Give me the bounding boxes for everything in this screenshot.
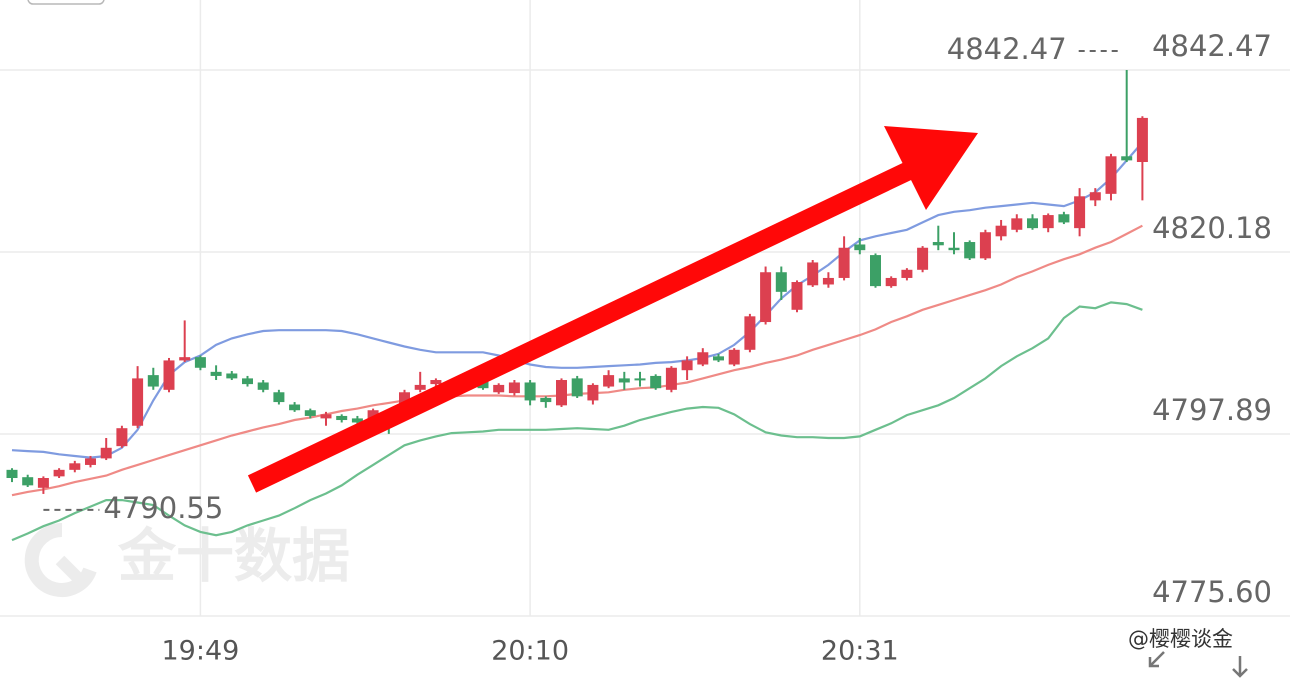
candle-body [1027, 218, 1038, 229]
candle-body [132, 378, 144, 426]
candle-body [618, 378, 630, 383]
candle-body [273, 392, 285, 403]
candle-body [53, 469, 65, 477]
candle-body [807, 262, 819, 286]
candle-body [948, 247, 960, 251]
candle-body [917, 247, 929, 270]
candle-body [147, 375, 159, 387]
candle-body [838, 247, 850, 278]
candle-body [760, 272, 772, 323]
candle-body [226, 373, 238, 379]
collapse-icon[interactable] [1148, 651, 1165, 668]
candle-body [728, 349, 740, 365]
candle-body [1121, 156, 1133, 161]
candle-body [540, 397, 552, 403]
candle-body [713, 356, 724, 361]
candle-body [603, 375, 615, 387]
watermark: 金十数据 [118, 522, 350, 590]
candle-body [493, 384, 505, 393]
trend-arrow [247, 126, 978, 493]
candle-body [587, 384, 599, 401]
candle-body [634, 378, 646, 381]
candle-body [650, 375, 662, 389]
candle-body [242, 378, 253, 385]
candles [6, 69, 1148, 494]
band-line [11, 141, 1144, 459]
candle-body [210, 371, 222, 376]
candle-body [1074, 196, 1086, 229]
candle-body [791, 282, 803, 310]
candle-body [822, 277, 834, 285]
candle-body [1058, 214, 1070, 223]
candle-body [1011, 218, 1023, 230]
candle-body [665, 367, 677, 390]
x-tick-label: 20:31 [821, 636, 899, 667]
candle-body [85, 458, 96, 465]
candle-body [1105, 156, 1117, 194]
candle-body [870, 255, 881, 287]
candle-body [163, 360, 175, 390]
candle-body [979, 232, 991, 259]
band-line [11, 301, 1143, 542]
candle-body [964, 242, 976, 259]
candle-body [179, 357, 191, 361]
candle-body [1136, 117, 1148, 163]
candle-body [1042, 215, 1054, 229]
candle-body [289, 404, 301, 411]
candle-body [37, 478, 49, 488]
candle-body [556, 380, 567, 406]
candle-body [320, 414, 332, 419]
y-tick-label: 4820.18 [1152, 211, 1272, 245]
candle-body [430, 380, 442, 385]
credit: @樱樱谈金 [1128, 627, 1233, 651]
candle-body [414, 384, 426, 390]
down-icon[interactable] [1232, 656, 1248, 678]
candle-body [351, 418, 363, 423]
x-tick-label: 20:10 [491, 636, 569, 667]
candle-body [932, 242, 944, 246]
arrow-shaft [247, 161, 915, 493]
top-button[interactable] [27, 0, 105, 5]
y-tick-label: 4775.60 [1152, 575, 1272, 609]
candle-body [524, 382, 536, 401]
candle-body [995, 225, 1007, 237]
candle-body [508, 382, 520, 394]
y-tick-label: 4842.47 [1152, 29, 1272, 63]
candle-body [304, 410, 316, 416]
candle-body [885, 277, 897, 287]
candle-body [744, 316, 756, 350]
y-tick-label: 4797.89 [1152, 393, 1272, 427]
x-tick-label: 19:49 [161, 636, 239, 667]
candle-body [901, 269, 913, 278]
grid [0, 0, 1290, 617]
candle-body [336, 415, 348, 421]
arrow-head [884, 126, 978, 210]
candle-body [775, 272, 787, 292]
logo-tail [55, 555, 87, 587]
candle-body [681, 360, 693, 371]
candle-body [6, 469, 18, 479]
candle-body [100, 447, 112, 459]
candle-body [69, 463, 81, 470]
high-annotation: 4842.47 [947, 32, 1067, 66]
candle-body [697, 352, 709, 365]
labels: 4775.60 4797.89 4820.18 4842.47 19:49 20:10 20… [43, 29, 1272, 667]
candle-body [194, 357, 206, 368]
candle-body [571, 378, 583, 397]
candle-body [1089, 192, 1101, 201]
low-annotation: 4790.55 [103, 491, 223, 525]
candle-body [116, 428, 128, 447]
watermark-logo: 金十数据 [24, 522, 350, 597]
candle-body [854, 244, 866, 251]
candle-body [257, 382, 269, 390]
candle-body [22, 477, 34, 486]
